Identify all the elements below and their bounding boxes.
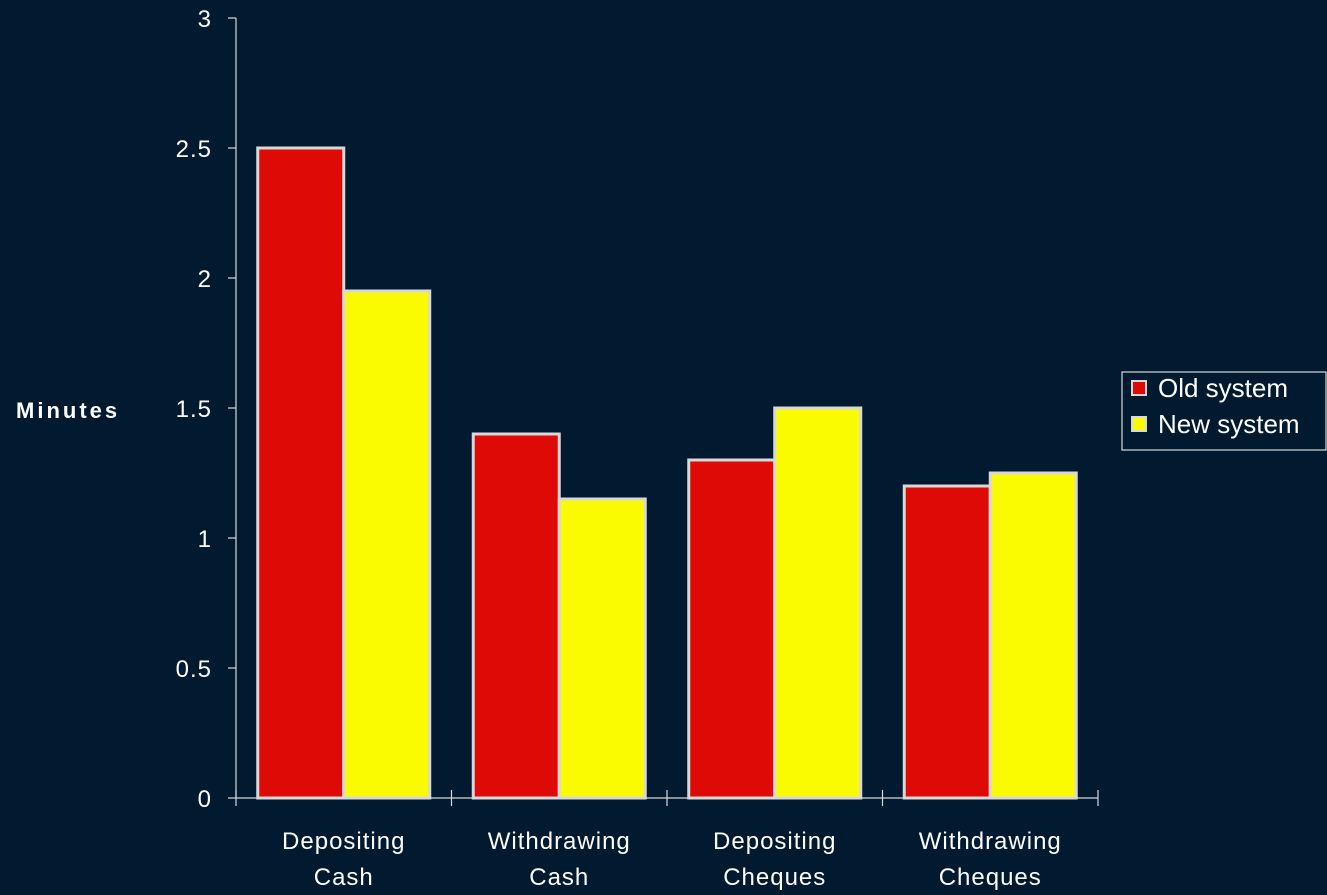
x-tick-label: Withdrawing — [919, 828, 1062, 855]
legend-box — [1121, 371, 1327, 451]
legend-label-new-system: New system — [1158, 409, 1300, 439]
x-tick-label: Depositing — [713, 828, 836, 855]
y-axis-label: Minutes — [16, 398, 120, 423]
y-tick-label: 1.5 — [176, 396, 212, 423]
bar-new-system-2 — [773, 406, 863, 800]
plot-area: 0 0.5 1 1.5 2 2.5 3 Depositing Cash Withdrawing Ca… — [176, 6, 1099, 891]
x-tick-label: Cheques — [939, 864, 1042, 891]
bar-new-system-1 — [557, 497, 647, 800]
y-tick-label: 3 — [198, 6, 212, 33]
x-tick-label: Withdrawing — [488, 828, 631, 855]
y-tick-label: 2.5 — [176, 136, 212, 163]
bar-old-system-1 — [471, 432, 561, 800]
legend-label-old-system: Old system — [1158, 373, 1288, 403]
x-tick-label: Cash — [529, 864, 589, 891]
legend: Old system New system — [1121, 371, 1327, 451]
bar-old-system-3 — [902, 484, 992, 800]
bar-new-system-3 — [988, 471, 1078, 800]
x-tick-label: Cash — [314, 864, 374, 891]
y-tick-label: 0 — [198, 786, 212, 813]
legend-swatch-new-system — [1131, 416, 1147, 432]
y-tick-label: 0.5 — [176, 656, 212, 683]
bar-new-system-0 — [342, 289, 432, 800]
bar-old-system-0 — [256, 146, 346, 800]
legend-swatch-old-system — [1131, 380, 1147, 396]
bar-old-system-2 — [687, 458, 777, 800]
y-tick-label: 2 — [198, 266, 212, 293]
y-tick-label: 1 — [198, 526, 212, 553]
x-tick-label: Cheques — [723, 864, 826, 891]
x-tick-label: Depositing — [282, 828, 405, 855]
